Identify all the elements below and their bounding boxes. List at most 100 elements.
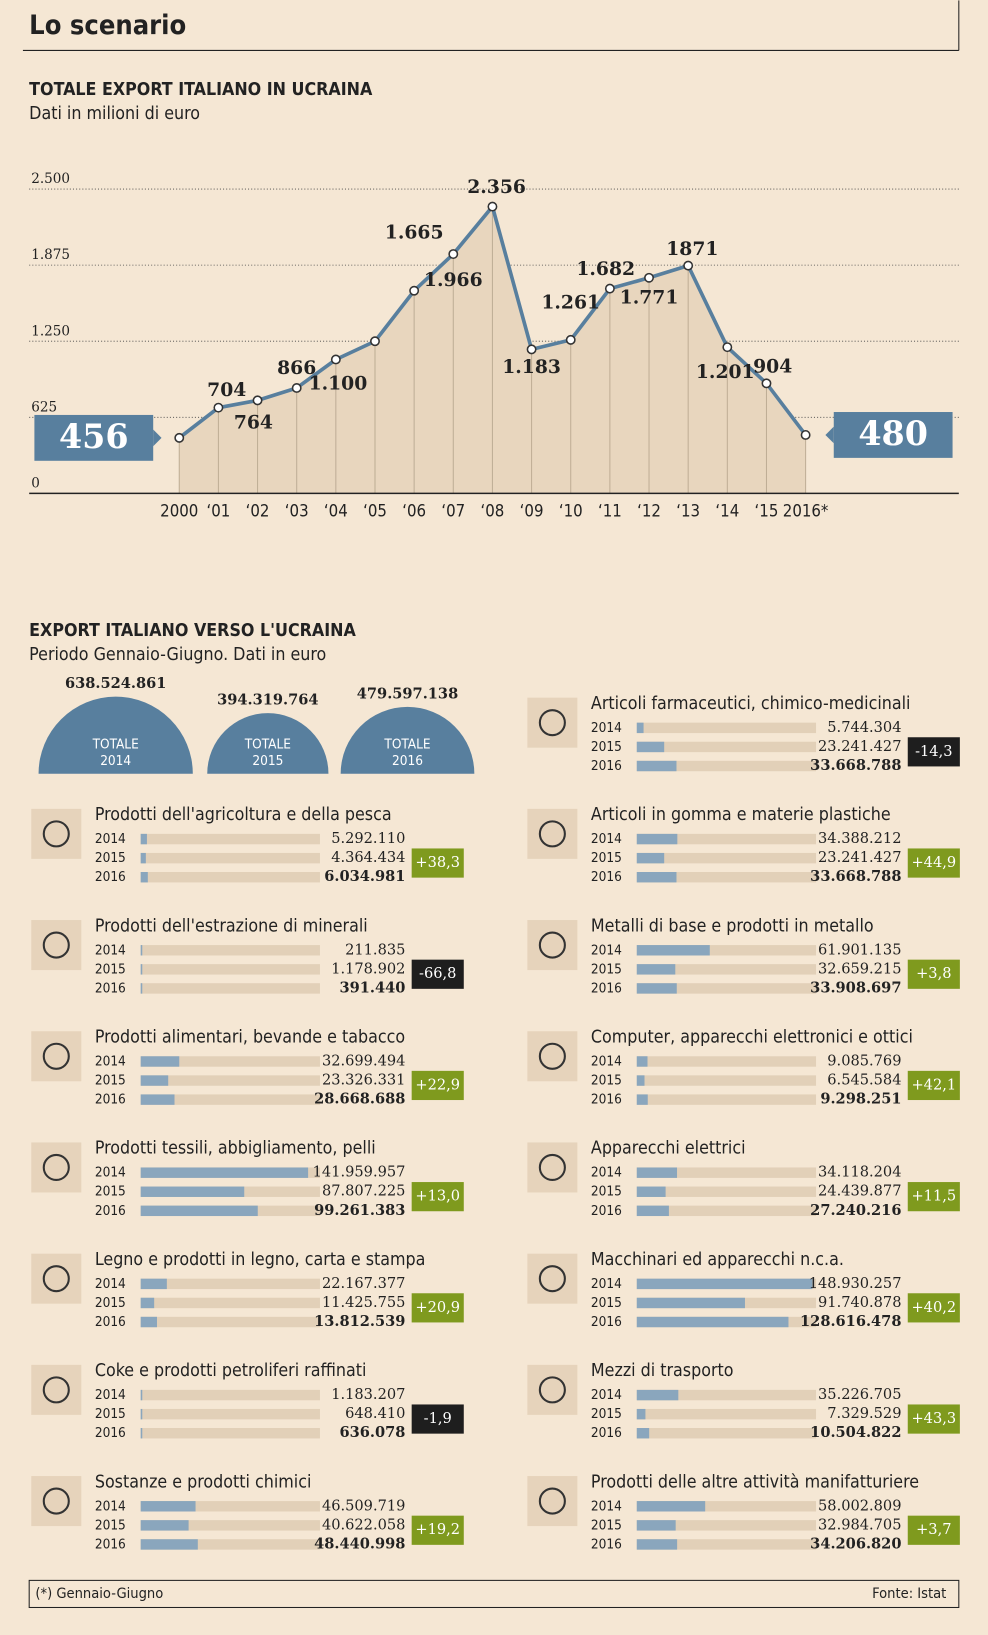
bar (636, 1297, 745, 1309)
x-tick-label: ‘05 (363, 502, 387, 521)
bar (140, 852, 146, 864)
year-label: 2016 (591, 980, 622, 996)
bar (140, 1408, 143, 1420)
value-label: 456 (59, 417, 129, 456)
bar-track (636, 833, 817, 845)
total-semicircle (207, 713, 329, 774)
bar (636, 833, 678, 845)
total-value: 394.319.764 (217, 692, 318, 709)
bar-value: 23.241.427 (818, 849, 901, 866)
year-label: 2014 (591, 1165, 622, 1181)
value-label: 1.183 (502, 356, 561, 378)
point (174, 432, 185, 443)
year-label: 2014 (95, 1276, 126, 1292)
value-box (34, 414, 154, 461)
bar (636, 872, 677, 883)
year-label: 2014 (95, 942, 126, 958)
y-tick-label: 0 (31, 475, 40, 491)
change-label: +42,1 (911, 1076, 956, 1093)
total-semicircle (38, 696, 193, 774)
bar (140, 1278, 167, 1290)
x-tick-label: ‘01 (206, 502, 230, 521)
year-label: 2014 (95, 1498, 126, 1514)
bar-value: 34.388.212 (818, 830, 901, 847)
x-tick-label: ‘03 (285, 502, 309, 521)
bar (636, 1539, 678, 1550)
bar-value: 10.504.822 (810, 1424, 901, 1441)
bar-track (636, 1094, 817, 1105)
value-label: 1.100 (309, 372, 368, 394)
value-label: 1.682 (576, 258, 635, 280)
bar-track (140, 945, 320, 956)
bar (636, 760, 677, 772)
year-label: 2015 (95, 1073, 126, 1089)
bar (636, 852, 665, 864)
year-label: 2016 (591, 758, 622, 774)
icon (538, 1376, 566, 1404)
bar-value: 648.410 (345, 1405, 405, 1422)
year-label: 2015 (95, 1184, 126, 1200)
bar-track (636, 1389, 817, 1401)
change-label: +22,9 (415, 1076, 460, 1093)
change-badge (907, 1515, 960, 1545)
point (761, 378, 772, 389)
x-tick-label: ‘15 (755, 502, 779, 521)
bar (140, 1539, 198, 1550)
chart-subtitle: Periodo Gennaio-Giugno. Dati in euro (29, 645, 326, 665)
bar (140, 1056, 180, 1067)
bar-value: 636.078 (339, 1424, 405, 1441)
bar-track (636, 945, 817, 956)
bar (636, 1186, 666, 1197)
bar (140, 945, 143, 956)
year-label: 2015 (95, 1406, 126, 1422)
icon-tile (31, 1476, 82, 1527)
icon-tile (31, 1142, 82, 1193)
chart-subtitle: Dati in milioni di euro (29, 104, 200, 124)
value-label: 1.201 (696, 361, 755, 383)
bar-value: 148.930.257 (809, 1275, 902, 1292)
change-badge (907, 1070, 960, 1101)
bar-track (140, 852, 320, 864)
change-label: +11,5 (911, 1188, 956, 1205)
bar-track (636, 852, 817, 864)
bar-value: 32.659.215 (818, 960, 901, 977)
bar (636, 964, 676, 975)
bar-track (636, 964, 817, 975)
bar-value: 1.178.902 (331, 960, 405, 977)
sector-name: Prodotti dell'estrazione di minerali (95, 916, 368, 936)
year-label: 2014 (591, 1276, 622, 1292)
change-label: -14,3 (915, 743, 952, 760)
bar (140, 1501, 196, 1512)
change-label: +20,9 (415, 1299, 460, 1316)
bar-value: 7.329.529 (827, 1405, 901, 1422)
x-tick-label: ‘09 (520, 502, 544, 521)
year-label: 2016 (95, 1203, 126, 1219)
bar-value: 5.744.304 (827, 719, 901, 736)
icon-tile (527, 1364, 578, 1415)
icon-tile (527, 808, 578, 859)
y-tick-label: 625 (31, 399, 57, 415)
bar-track (140, 833, 320, 845)
year-label: 2015 (591, 1295, 622, 1311)
footnote: (*) Gennaio-Giugno (35, 1585, 163, 1602)
bar (636, 1056, 648, 1067)
sector-name: Mezzi di trasporto (591, 1361, 734, 1381)
sector-name: Articoli farmaceutici, chimico-medicinal… (591, 694, 911, 714)
year-label: 2016 (591, 869, 622, 885)
value-label: 904 (753, 356, 792, 378)
bar-track (636, 1520, 817, 1531)
year-label: 2016 (95, 869, 126, 885)
value-box (833, 412, 953, 458)
bar-track (636, 1428, 817, 1439)
x-tick-label: ‘10 (559, 502, 583, 521)
sector-name: Legno e prodotti in legno, carta e stamp… (95, 1250, 426, 1270)
bar-value: 141.959.957 (313, 1164, 406, 1181)
total-year: 2016 (392, 753, 423, 769)
value-label: 1.966 (424, 269, 483, 291)
year-label: 2015 (591, 1406, 622, 1422)
bar-value: 22.167.377 (322, 1275, 405, 1292)
year-label: 2014 (591, 1387, 622, 1403)
bar (140, 1075, 169, 1086)
